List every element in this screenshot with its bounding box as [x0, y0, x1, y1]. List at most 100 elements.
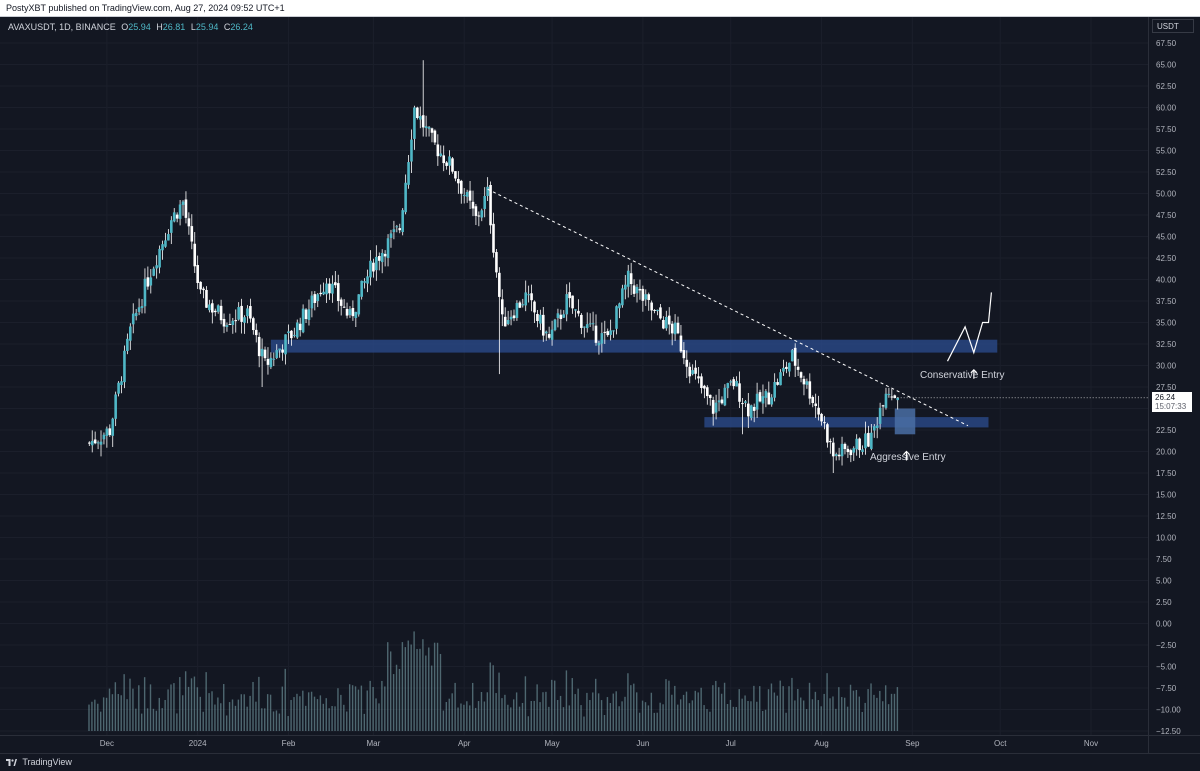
volume-bar [512, 699, 515, 731]
volume-bar [117, 694, 119, 731]
candle-body [498, 272, 501, 297]
candle-body [612, 330, 615, 332]
y-tick-label: 60.00 [1156, 104, 1177, 113]
volume-bar [603, 715, 606, 731]
volume-bar [782, 686, 784, 731]
volume-bar [548, 706, 550, 731]
candle-body [275, 350, 279, 358]
last-price-value: 26.24 [1155, 392, 1176, 402]
candle-body [345, 308, 349, 316]
volume-bar [381, 680, 383, 731]
volume-bar [738, 689, 740, 731]
volume-bar [442, 710, 445, 731]
volume-bar [656, 712, 658, 731]
volume-bar [395, 664, 398, 731]
y-tick-label: 12.50 [1156, 512, 1177, 521]
candle-body [621, 288, 624, 306]
candle-body [527, 294, 530, 296]
candle-body [222, 318, 226, 327]
candle-body [706, 387, 709, 397]
volume-bar [841, 697, 843, 731]
volume-bar [744, 695, 746, 731]
volume-bar [504, 694, 506, 731]
volume-bar [867, 689, 869, 731]
volume-bar [694, 690, 696, 731]
volume-bar [814, 691, 817, 731]
candle-body [618, 303, 621, 309]
volume-bar [287, 716, 289, 731]
price-chart[interactable]: 67.50 65.00 62.50 60.00 57.50 55.00 52.50 50.00… [0, 17, 1200, 753]
volume-bar [773, 692, 776, 731]
currency-selector[interactable]: USDT [1152, 19, 1194, 33]
candle-body [170, 220, 173, 233]
volume-bar [126, 699, 128, 731]
volume-bar [647, 705, 650, 731]
candle-body [858, 438, 861, 451]
candle-body [782, 367, 785, 372]
candle-body [424, 126, 428, 128]
symbol-legend[interactable]: AVAXUSDT, 1D, BINANCE O25.94 H26.81 L25.… [8, 22, 253, 32]
volume-bar [574, 694, 576, 731]
x-tick-label: Aug [814, 739, 828, 748]
volume-bar [331, 706, 333, 731]
y-tick-label: 57.50 [1156, 125, 1177, 134]
candle-body [676, 322, 680, 334]
volume-bar [688, 703, 691, 731]
candle-body [691, 370, 694, 375]
candle-body [609, 330, 612, 335]
volume-bar [343, 704, 345, 731]
candle-body [462, 195, 466, 197]
volume-bar [211, 691, 213, 731]
candle-body [682, 350, 686, 359]
candle-body [436, 144, 440, 157]
candle-body [840, 443, 844, 457]
candle-body [410, 139, 413, 162]
candle-body [252, 318, 255, 331]
volume-bar [264, 708, 266, 731]
candle-body [216, 305, 220, 312]
volume-bar [747, 700, 749, 731]
open-value: 25.94 [128, 22, 151, 32]
candle-body [448, 156, 451, 166]
volume-bar [114, 682, 117, 731]
candle-body [685, 359, 689, 367]
candle-body [219, 305, 223, 321]
volume-bar [779, 680, 781, 731]
volume-bar [835, 708, 837, 731]
candle-body [556, 313, 560, 318]
candle-body [673, 322, 677, 335]
volume-bar [726, 703, 729, 731]
volume-bar [735, 707, 737, 731]
y-tick-label: 22.50 [1156, 426, 1177, 435]
chart-area[interactable]: 67.50 65.00 62.50 60.00 57.50 55.00 52.50 50.00… [0, 17, 1200, 753]
candle-body [199, 281, 202, 290]
volume-bar [741, 698, 743, 731]
candle-body [202, 288, 205, 291]
candle-body [172, 212, 176, 222]
candle-body [512, 315, 516, 319]
candle-body [372, 262, 375, 272]
published-text: PostyXBT published on TradingView.com, A… [6, 3, 285, 13]
candle-body [738, 383, 741, 402]
candle-body [550, 329, 554, 340]
candle-body [843, 443, 847, 450]
x-tick-label: Mar [367, 739, 381, 748]
volume-bar [474, 707, 477, 731]
volume-bar [293, 697, 295, 731]
volume-bar [193, 676, 196, 731]
candle-body [310, 295, 314, 309]
volume-bar [155, 710, 158, 731]
volume-bar [337, 688, 339, 731]
candle-body [416, 107, 419, 119]
candle-body [729, 381, 733, 383]
candle-body [541, 314, 545, 336]
x-tick-label: Apr [458, 739, 471, 748]
candle-body [831, 442, 835, 457]
tradingview-brand: TradingView [22, 757, 72, 767]
candle-body [665, 316, 668, 329]
candle-body [187, 218, 191, 227]
candle-body [418, 116, 422, 120]
volume-bar [764, 709, 767, 731]
volume-bar [407, 640, 409, 731]
y-tick-label: 35.00 [1156, 319, 1177, 328]
